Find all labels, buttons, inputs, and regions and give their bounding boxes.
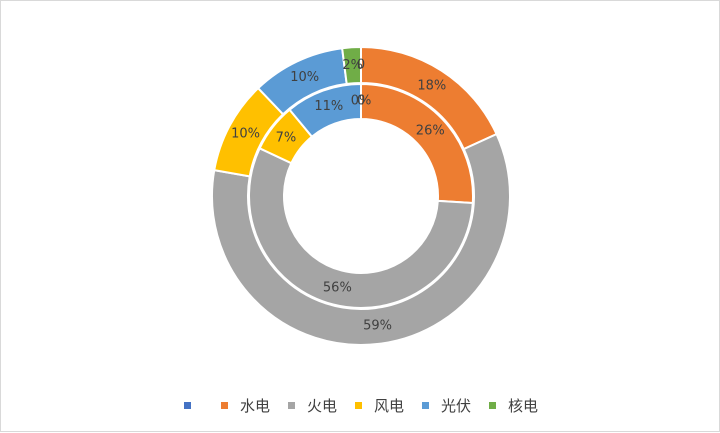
chart-legend: 水电 火电 风电 光伏 核电	[1, 393, 720, 417]
legend-item-4: 光伏	[422, 395, 471, 416]
legend-swatch-5	[489, 401, 497, 409]
legend-item-3: 风电	[354, 395, 404, 416]
inner-ring-slice-2	[248, 146, 474, 309]
legend-swatch-3	[354, 401, 362, 409]
legend-label-4: 光伏	[441, 396, 472, 415]
legend-item-0	[183, 401, 203, 409]
inner-ring-label-1: 26%	[416, 123, 445, 138]
inner-ring-slice-4	[288, 82, 362, 139]
inner-ring-label-3: 7%	[276, 130, 297, 145]
outer-ring-label-5: 2%	[342, 58, 363, 73]
legend-swatch-4	[422, 401, 429, 409]
inner-ring-label-4: 11%	[314, 99, 343, 114]
legend-label-5: 核电	[508, 396, 539, 415]
outer-ring-label-4: 10%	[290, 70, 319, 85]
inner-ring-label-0: 0	[357, 94, 365, 109]
legend-swatch-1	[220, 401, 228, 409]
outer-ring-label-2: 59%	[363, 318, 392, 333]
legend-label-3: 风电	[373, 396, 404, 415]
outer-ring-label-0: 0	[357, 58, 365, 73]
legend-swatch-2	[287, 401, 295, 409]
legend-label-1: 水电	[239, 396, 270, 415]
outer-ring-label-1: 18%	[417, 78, 446, 93]
legend-item-2: 火电	[287, 395, 337, 416]
legend-swatch-0	[183, 401, 191, 409]
legend-item-5: 核电	[489, 395, 538, 416]
legend-label-2: 火电	[306, 396, 337, 415]
inner-ring-label-5: 0%	[351, 94, 372, 109]
inner-ring-label-2: 56%	[323, 281, 352, 296]
outer-ring-label-3: 10%	[231, 127, 260, 142]
legend-item-1: 水电	[220, 395, 270, 416]
